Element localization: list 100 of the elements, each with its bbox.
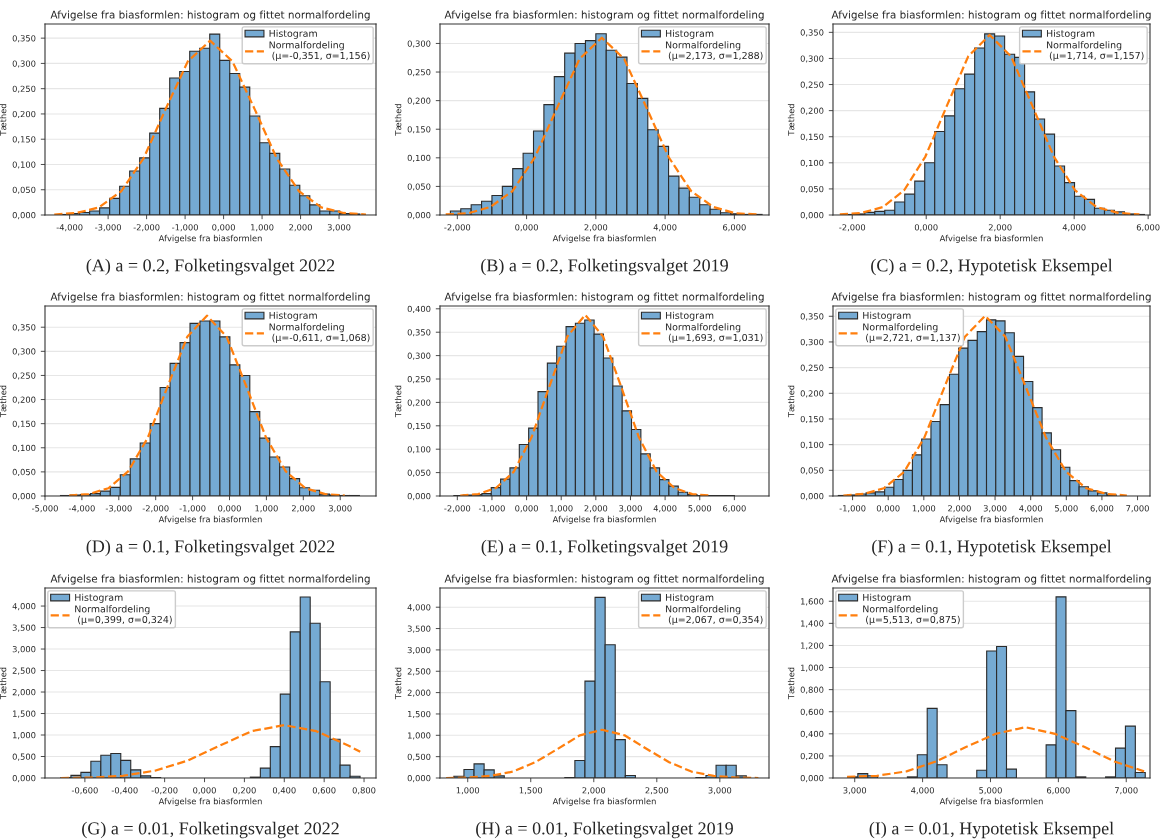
y-tick-label: 0,600 — [800, 708, 824, 716]
y-tick-label: 0,200 — [12, 110, 36, 119]
x-tick-label: -0,200 — [151, 787, 178, 795]
x-axis-title: Afvigelse fra biasformlen — [552, 234, 656, 243]
text: (G) a = 0.01, Folketingsvalget 2022 — [82, 821, 339, 839]
x-tick-label: 5,000 — [979, 787, 1002, 795]
x-tick-label: -2,000 — [444, 505, 471, 513]
y-tick-label: 0,100 — [800, 441, 824, 449]
y-axis-title: Tæthed — [787, 104, 795, 136]
y-tick-label: 2,000 — [12, 689, 36, 697]
legend-label: Histogram — [1046, 29, 1095, 39]
x-tick-label: -3,000 — [105, 505, 132, 513]
y-tick-label: 0,000 — [800, 211, 824, 220]
y-tick-label: 1,000 — [801, 664, 824, 672]
legend-label: Normalfordeling (μ=-0,611, σ=1,068) — [269, 323, 370, 343]
y-tick-label: 0,200 — [407, 97, 431, 105]
y-tick-label: 1,600 — [801, 598, 824, 606]
x-tick-label: -1,000 — [478, 505, 505, 513]
y-axis-title: Tæthed — [394, 104, 402, 136]
x-tick-label: 5,000 — [1055, 505, 1078, 513]
x-axis-title: Afvigelse fra biasformlen — [552, 797, 656, 806]
y-tick-label: 0,150 — [12, 136, 36, 144]
y-axis-title: Tæthed — [0, 104, 7, 136]
x-tick-label: 0,000 — [218, 505, 241, 513]
x-tick-label: 1,500 — [519, 787, 543, 795]
legend-label: Normalfordeling (μ=1,714, σ=1,157) — [1046, 41, 1144, 61]
y-tick-label: 0,350 — [800, 313, 824, 321]
y-tick-label: 0,400 — [407, 305, 431, 313]
legend-label: Normalfordeling (μ=2,067, σ=0,354) — [665, 605, 763, 625]
y-tick-label: 0,350 — [12, 324, 36, 332]
legend-label: Normalfordeling (μ=1,693, σ=1,031) — [665, 323, 763, 343]
y-tick-label: 1,000 — [13, 731, 36, 740]
y-tick-label: 0,300 — [12, 60, 36, 68]
x-tick-label: 2,500 — [645, 787, 669, 795]
y-tick-label: 0,050 — [12, 468, 36, 477]
legend-label: Histogram — [665, 311, 714, 321]
x-tick-label: -4,000 — [56, 224, 83, 232]
x-tick-label: -2,000 — [142, 505, 169, 513]
chart-title: Afvigelse fra biasformlen: histogram og fittet normalfordeling — [50, 574, 370, 585]
x-axis-title: Afvigelse fra biasformlen — [939, 797, 1043, 806]
x-tick-label: -4,000 — [68, 505, 95, 513]
x-tick-label: -2,000 — [133, 224, 160, 232]
x-tick-label: 2,000 — [988, 224, 1012, 232]
y-tick-label: 0,200 — [800, 107, 824, 115]
y-axis-title: Tæthed — [0, 667, 7, 700]
text: (I) a = 0.01, Hypotetisk Eksempel — [869, 821, 1114, 839]
text: (D) a = 0.1, Folketingsvalget 2022 — [86, 539, 335, 557]
x-tick-label: 6,000 — [723, 505, 746, 513]
y-tick-label: 0,050 — [800, 467, 824, 475]
x-tick-label: -1,000 — [172, 224, 198, 232]
y-tick-label: 0,250 — [407, 69, 431, 77]
x-tick-label: 5,000 — [688, 505, 712, 513]
y-tick-label: 0,250 — [407, 375, 431, 384]
y-tick-label: 0,100 — [407, 446, 431, 454]
x-tick-label: 3,000 — [983, 505, 1007, 513]
y-tick-label: 0,150 — [407, 126, 431, 134]
x-tick-label: 6,000 — [1136, 224, 1160, 232]
y-tick-label: 0,050 — [407, 469, 431, 477]
x-tick-label: -0,600 — [71, 787, 98, 795]
x-tick-label: 0,400 — [272, 787, 296, 795]
x-tick-label: 7,000 — [1115, 787, 1138, 795]
x-tick-label: 0,000 — [212, 224, 235, 232]
y-tick-label: 1,500 — [13, 710, 36, 718]
chart-title: Afvigelse fra biasformlen: histogram og fittet normalfordeling — [444, 574, 764, 585]
y-tick-label: 1,500 — [408, 710, 431, 719]
y-tick-label: 1,400 — [801, 620, 824, 628]
x-tick-label: 1,000 — [456, 787, 480, 795]
y-tick-label: 0,200 — [407, 399, 431, 407]
y-tick-label: 0,050 — [407, 183, 431, 191]
y-tick-label: 0,350 — [407, 329, 431, 337]
y-tick-label: 0,400 — [800, 730, 824, 738]
x-tick-label: 0,800 — [352, 787, 376, 795]
x-tick-label: 1,000 — [912, 505, 936, 513]
x-axis-title: Afvigelse fra biasformlen — [158, 515, 262, 524]
legend-label: Histogram — [665, 593, 714, 603]
y-tick-label: 0,500 — [12, 753, 36, 761]
legend-label: Normalfordeling (μ=0,399, σ=0,324) — [75, 605, 172, 625]
x-tick-label: 7,000 — [1126, 505, 1149, 513]
x-tick-label: 6,000 — [1090, 505, 1114, 513]
y-tick-label: 1,000 — [408, 732, 431, 740]
y-tick-label: 0,000 — [12, 492, 36, 501]
y-tick-label: 4,000 — [12, 603, 36, 611]
text: (E) a = 0.1, Folketingsvalget 2019 — [481, 539, 728, 557]
y-tick-label: 0,350 — [12, 35, 36, 43]
legend-label: Normalfordeling (μ=2,721, σ=1,137) — [863, 323, 960, 343]
x-tick-label: 1,000 — [550, 505, 573, 513]
y-tick-label: 0,100 — [12, 444, 36, 452]
x-tick-label: 3,000 — [327, 224, 351, 232]
y-tick-label: 0,300 — [407, 40, 431, 48]
chart-title: Afvigelse fra biasformlen: histogram og fittet normalfordeling — [50, 292, 370, 303]
text: (H) a = 0.01, Folketingsvalget 2019 — [476, 821, 733, 839]
y-tick-label: 0,300 — [800, 55, 824, 63]
y-tick-label: 0,000 — [12, 211, 36, 220]
y-tick-label: 4,000 — [407, 604, 431, 612]
x-tick-label: 0,000 — [515, 505, 538, 513]
x-tick-label: 1,000 — [251, 224, 274, 232]
x-tick-label: 2,000 — [584, 505, 608, 513]
x-tick-label: -2,000 — [839, 224, 866, 232]
y-tick-label: 2,000 — [407, 689, 431, 697]
x-tick-label: 0,200 — [233, 787, 256, 795]
